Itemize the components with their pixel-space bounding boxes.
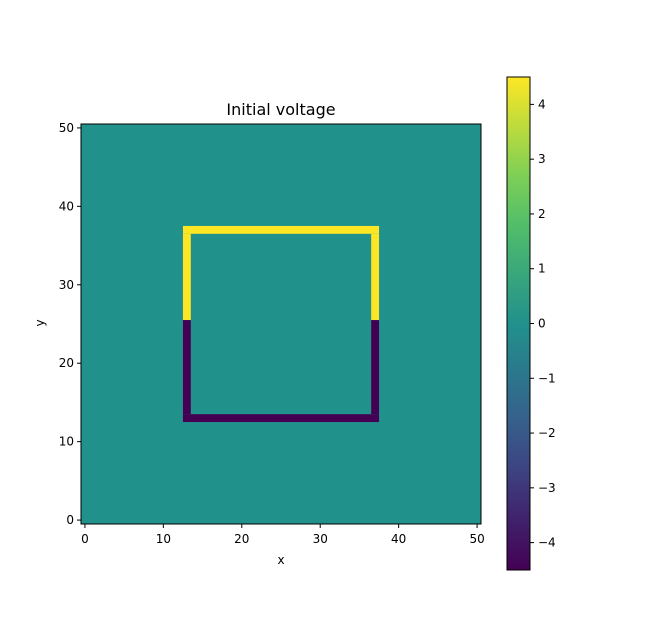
x-tick-label: 0: [81, 532, 89, 546]
heatmap-region-5: [371, 320, 380, 415]
colorbar-tick-label: 2: [538, 207, 546, 221]
x-tick-label: 40: [391, 532, 406, 546]
x-tick-label: 20: [234, 532, 249, 546]
colorbar-tick-label: 1: [538, 262, 546, 276]
colorbar-tick-label: 4: [538, 97, 546, 111]
colorbar-tick-label: 0: [538, 317, 546, 331]
y-tick-label: 30: [59, 278, 74, 292]
heatmap-region-2: [371, 233, 380, 321]
colorbar-tick-label: −3: [538, 481, 556, 495]
plot-frame: [80, 123, 482, 525]
colorbar-tick-label: −1: [538, 371, 556, 385]
y-axis-label: y: [33, 319, 47, 326]
chart-title: Initial voltage: [226, 100, 335, 119]
heatmap-region-4: [182, 320, 191, 415]
y-tick-label: 10: [59, 435, 74, 449]
colorbar: −4 −3 −2 −1 0 1 2 3 4: [506, 76, 556, 571]
heatmap-region-0: [182, 225, 380, 234]
colorbar-gradient: [506, 76, 531, 571]
colorbar-tick-label: 3: [538, 152, 546, 166]
y-tick-label: 20: [59, 356, 74, 370]
y-tick-label: 0: [66, 513, 74, 527]
x-axis: 0 10 20 30 40 50: [81, 524, 485, 546]
x-tick-label: 10: [156, 532, 171, 546]
heatmap-region-1: [182, 233, 191, 321]
heatmap-region-3: [182, 414, 380, 423]
colorbar-tick-label: −4: [538, 536, 556, 550]
colorbar-tick-label: −2: [538, 426, 556, 440]
y-tick-label: 50: [59, 121, 74, 135]
plot-area: [80, 123, 482, 525]
y-axis: 0 10 20 30 40 50: [59, 121, 81, 527]
y-tick-label: 40: [59, 199, 74, 213]
x-tick-label: 50: [469, 532, 484, 546]
heatmap-background: [81, 124, 481, 524]
x-tick-label: 30: [313, 532, 328, 546]
x-axis-label: x: [277, 553, 284, 567]
